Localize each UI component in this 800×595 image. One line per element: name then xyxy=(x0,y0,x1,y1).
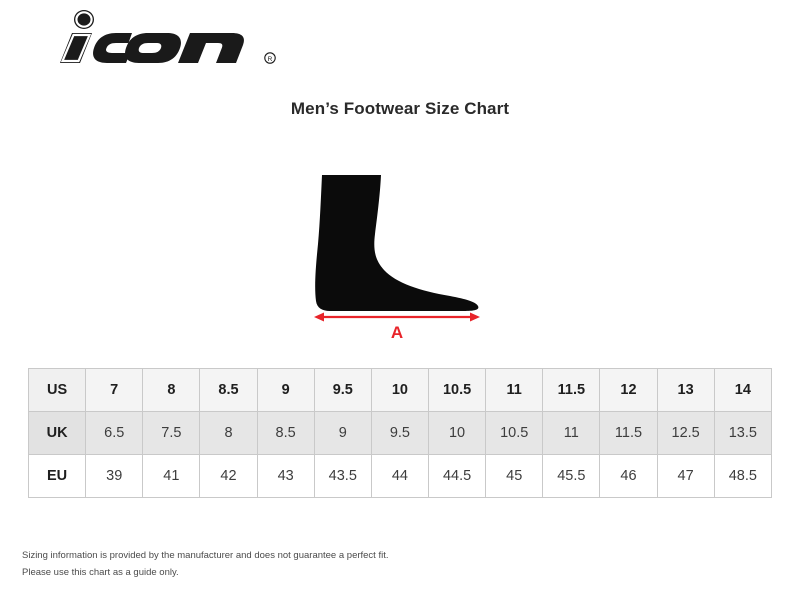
cell-eu-9: 46 xyxy=(599,454,658,498)
cell-eu-10: 47 xyxy=(656,454,715,498)
size-chart-table-wrap: US 7 8 8.5 9 9.5 10 10.5 11 11.5 12 13 1… xyxy=(27,368,773,498)
foot-measurement-diagram: A xyxy=(300,160,500,350)
cell-us-4: 9.5 xyxy=(313,368,372,412)
cell-uk-10: 12.5 xyxy=(656,411,715,455)
footnote-line-2: Please use this chart as a guide only. xyxy=(22,567,179,578)
cell-eu-4: 43.5 xyxy=(313,454,372,498)
cell-eu-7: 45 xyxy=(485,454,544,498)
cell-eu-3: 43 xyxy=(256,454,315,498)
table-row: US 7 8 8.5 9 9.5 10 10.5 11 11.5 12 13 1… xyxy=(27,368,773,412)
cell-us-8: 11.5 xyxy=(542,368,601,412)
brand-logo: R xyxy=(20,8,280,70)
page-title: Men’s Footwear Size Chart xyxy=(290,99,510,118)
cell-eu-6: 44.5 xyxy=(427,454,487,498)
cell-us-7: 11 xyxy=(485,368,544,412)
cell-eu-0: 39 xyxy=(85,454,144,498)
foot-silhouette-icon xyxy=(315,175,479,311)
cell-uk-2: 8 xyxy=(199,411,258,455)
cell-uk-5: 9.5 xyxy=(370,411,429,455)
cell-uk-0: 6.5 xyxy=(85,411,144,455)
cell-uk-8: 11 xyxy=(542,411,601,455)
cell-us-9: 12 xyxy=(599,368,658,412)
footnote: Sizing information is provided by the ma… xyxy=(22,547,389,581)
cell-eu-5: 44 xyxy=(370,454,429,498)
icon-wordmark-icon: R xyxy=(60,10,276,64)
cell-us-6: 10.5 xyxy=(427,368,487,412)
cell-us-3: 9 xyxy=(256,368,315,412)
cell-us-0: 7 xyxy=(85,368,144,412)
cell-uk-3: 8.5 xyxy=(256,411,315,455)
cell-us-11: 14 xyxy=(713,368,773,412)
cell-uk-1: 7.5 xyxy=(142,411,201,455)
registered-trademark-icon: R xyxy=(264,52,276,64)
measure-label-a: A xyxy=(391,323,403,342)
cell-uk-6: 10 xyxy=(427,411,487,455)
cell-uk-7: 10.5 xyxy=(485,411,544,455)
cell-us-5: 10 xyxy=(370,368,429,412)
cell-uk-9: 11.5 xyxy=(599,411,658,455)
row-label-us: US xyxy=(27,368,87,412)
cell-eu-2: 42 xyxy=(199,454,258,498)
cell-eu-8: 45.5 xyxy=(542,454,601,498)
cell-uk-4: 9 xyxy=(313,411,372,455)
cell-uk-11: 13.5 xyxy=(713,411,773,455)
cell-us-1: 8 xyxy=(142,368,201,412)
table-row: UK 6.5 7.5 8 8.5 9 9.5 10 10.5 11 11.5 1… xyxy=(27,411,773,455)
table-row: EU 39 41 42 43 43.5 44 44.5 45 45.5 46 4… xyxy=(27,454,773,498)
row-label-uk: UK xyxy=(27,411,87,455)
cell-us-2: 8.5 xyxy=(199,368,258,412)
row-label-eu: EU xyxy=(27,454,87,498)
cell-eu-11: 48.5 xyxy=(713,454,773,498)
cell-us-10: 13 xyxy=(656,368,715,412)
double-headed-arrow-icon xyxy=(314,312,480,322)
footnote-line-1: Sizing information is provided by the ma… xyxy=(22,550,389,561)
size-chart-table: US 7 8 8.5 9 9.5 10 10.5 11 11.5 12 13 1… xyxy=(27,368,773,498)
cell-eu-1: 41 xyxy=(142,454,201,498)
svg-text:R: R xyxy=(268,56,273,63)
